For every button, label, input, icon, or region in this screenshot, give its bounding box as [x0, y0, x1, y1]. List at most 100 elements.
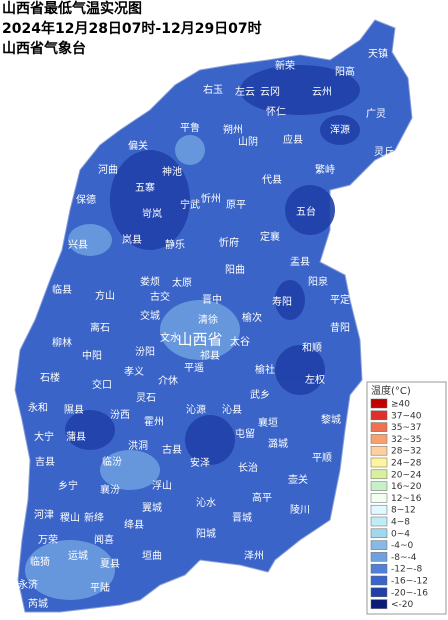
- county-label: 阳城: [196, 528, 216, 540]
- county-label: 离石: [90, 321, 110, 334]
- county-label: 高平: [252, 491, 272, 504]
- county-label: 忻州: [201, 192, 221, 205]
- county-label: 右玉: [203, 83, 223, 96]
- county-label: 临猗: [30, 555, 50, 568]
- legend-swatch: [370, 469, 388, 480]
- county-label: 闻喜: [94, 533, 114, 546]
- legend-swatch: [370, 540, 388, 550]
- county-label: 大宁: [34, 430, 54, 443]
- legend-title: 温度(°C): [371, 384, 411, 397]
- legend-label: 24~28: [391, 459, 422, 469]
- county-label: 忻府: [219, 236, 239, 249]
- county-label: 长治: [238, 461, 258, 474]
- county-label: 岢岚: [142, 208, 162, 220]
- county-label: 祁县: [200, 349, 220, 362]
- county-label: 平陆: [90, 581, 110, 594]
- legend-swatch: [370, 410, 388, 421]
- county-label: 宁武: [180, 198, 200, 211]
- county-label: 霍州: [144, 416, 164, 428]
- county-label: 保德: [76, 193, 96, 206]
- county-label: 沁县: [222, 404, 242, 416]
- county-label: 榆次: [242, 311, 262, 324]
- county-label: 永和: [28, 401, 48, 414]
- county-label: 浑源: [330, 123, 350, 136]
- county-label: 晋中: [202, 293, 222, 306]
- legend-swatch: [370, 587, 388, 598]
- legend-label: 16~20: [391, 482, 422, 492]
- county-label: 寿阳: [272, 295, 292, 308]
- county-label: 浮山: [152, 480, 172, 492]
- county-label: 代县: [262, 174, 282, 186]
- county-label: 屯留: [235, 427, 255, 440]
- county-label: 稷山: [60, 512, 80, 524]
- county-label: 夏县: [100, 558, 120, 570]
- legend-swatch: [370, 575, 388, 586]
- legend-label: -4~0: [391, 541, 414, 551]
- county-label: 介休: [158, 375, 178, 387]
- legend-swatch: [370, 493, 388, 503]
- legend-label: 28~32: [391, 447, 421, 457]
- county-label: 五台: [296, 205, 316, 218]
- county-label: 左权: [305, 373, 325, 386]
- county-label: 乡宁: [58, 479, 78, 492]
- county-label: 岚县: [122, 234, 142, 246]
- legend-label: -8~-4: [391, 553, 417, 563]
- legend-label: 37~40: [391, 411, 422, 421]
- county-label: 昔阳: [330, 322, 350, 334]
- county-label: 广灵: [366, 108, 386, 120]
- legend-swatch: [370, 528, 388, 539]
- county-label: 偏关: [128, 139, 148, 152]
- county-label: 新荣: [275, 59, 295, 72]
- legend-label: 8~12: [391, 506, 416, 516]
- county-label: 陵川: [290, 504, 310, 516]
- county-label: 灵石: [136, 392, 156, 404]
- county-label: 古县: [162, 443, 182, 456]
- county-label: 河津: [34, 509, 54, 521]
- legend-label: 12~16: [391, 494, 422, 504]
- county-label: 阳曲: [225, 264, 245, 276]
- county-label: 垣曲: [142, 550, 162, 562]
- province-label: 山西省: [177, 331, 222, 349]
- county-label: 云州: [312, 86, 332, 98]
- legend-label: -16~-12: [391, 577, 428, 587]
- legend-label: 0~4: [391, 529, 410, 539]
- county-label: 文水: [160, 331, 180, 344]
- county-label: 安泽: [190, 456, 210, 469]
- county-label: 五寨: [135, 181, 155, 194]
- county-label: 平遥: [184, 361, 204, 374]
- legend-swatch: [370, 563, 388, 574]
- county-label: 云冈: [260, 86, 280, 98]
- county-label: 河曲: [98, 164, 118, 176]
- county-label: 泽州: [244, 550, 264, 562]
- legend-label: <-20: [391, 600, 414, 610]
- county-label: 运城: [68, 550, 88, 562]
- county-label: 应县: [283, 133, 303, 146]
- county-label: 永济: [18, 578, 38, 591]
- county-label: 古交: [150, 290, 170, 303]
- county-label: 临县: [52, 283, 72, 296]
- county-label: 左云: [235, 85, 255, 98]
- county-label: 阳高: [335, 65, 355, 78]
- county-label: 临汾: [102, 455, 122, 468]
- county-label: 清徐: [198, 313, 218, 326]
- legend-swatch: [370, 445, 388, 456]
- county-label: 神池: [162, 165, 182, 178]
- county-label: 万荣: [38, 534, 58, 546]
- county-label: 朔州: [223, 123, 243, 136]
- county-label: 娄烦: [140, 275, 160, 288]
- county-label: 怀仁: [266, 106, 286, 118]
- county-label: 平定: [330, 293, 350, 306]
- county-label: 榆社: [255, 363, 275, 376]
- county-label: 汾阳: [135, 346, 155, 358]
- legend-label: 4~8: [391, 518, 410, 528]
- title-line: 山西省气象台: [2, 41, 86, 57]
- cold-zones: [65, 65, 360, 465]
- county-label: 盂县: [290, 256, 310, 268]
- county-label: 芮城: [28, 597, 48, 610]
- county-label: 翼城: [142, 502, 162, 514]
- legend-label: ≥40: [391, 400, 410, 410]
- county-label: 襄汾: [100, 483, 120, 496]
